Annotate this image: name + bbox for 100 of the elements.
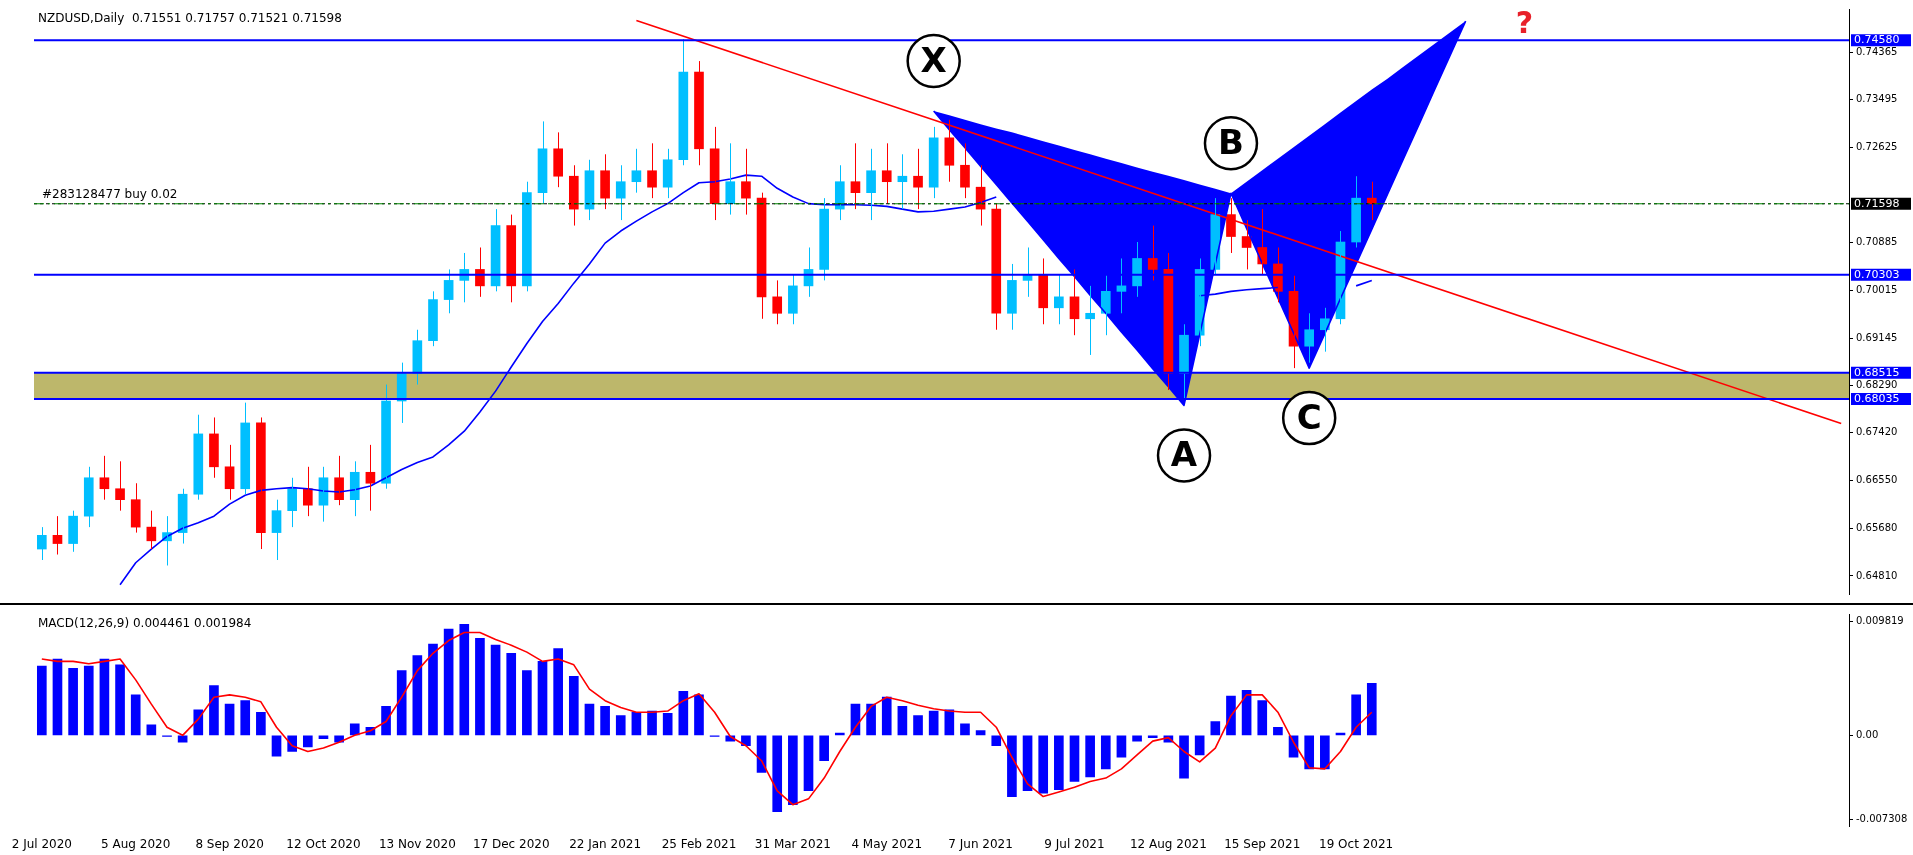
x-tick-label: 12 Aug 2021 (1129, 836, 1207, 851)
bar (1132, 735, 1142, 742)
bar (568, 676, 579, 736)
y-tick-label: 0.74365 (1856, 45, 1898, 57)
candlestick (788, 274, 798, 325)
bar (1054, 735, 1064, 790)
candlestick (928, 126, 939, 199)
candlestick (193, 414, 204, 501)
bar (349, 723, 360, 736)
bar (506, 652, 517, 736)
x-tick-label: 17 Dec 2020 (472, 836, 550, 851)
candlestick (381, 384, 391, 490)
candlestick (302, 466, 313, 517)
candlestick (725, 142, 736, 216)
candlestick (1351, 175, 1361, 248)
bar (83, 665, 94, 736)
candlestick (130, 482, 141, 534)
candlestick (662, 148, 673, 199)
chart-title: MACD(12,26,9) 0.004461 0.001984 (38, 616, 252, 631)
bar (224, 703, 235, 736)
y-tick-label: 0.72625 (1856, 141, 1898, 153)
bar (1226, 695, 1236, 736)
bar (490, 644, 501, 736)
bar (443, 628, 454, 736)
ref-line-label: 0.70303 (1854, 267, 1900, 281)
bar (741, 735, 751, 747)
ref-line-label: 0.74580 (1854, 33, 1900, 47)
candlestick (1304, 312, 1315, 364)
bar (193, 709, 204, 736)
bar (803, 735, 814, 792)
candlestick (600, 153, 610, 210)
bar (991, 735, 1002, 747)
bar (271, 735, 282, 757)
bar (412, 655, 423, 736)
bar (944, 709, 955, 736)
bar (1320, 735, 1330, 770)
candlestick (772, 279, 783, 325)
x-tick-label: 25 Feb 2021 (661, 836, 737, 851)
y-tick-label: 0.66550 (1856, 474, 1898, 486)
bar (1147, 735, 1158, 738)
candlestick (209, 416, 219, 479)
candlestick (256, 416, 266, 550)
bar (99, 658, 110, 736)
bar (1210, 721, 1221, 736)
y-tick-label: 0.00 (1856, 728, 1879, 740)
bar (36, 665, 47, 736)
candlestick (1007, 263, 1017, 331)
x-tick-label: 15 Sep 2021 (1224, 836, 1301, 851)
bar (819, 735, 829, 762)
bar (68, 667, 78, 736)
bar (1366, 683, 1377, 736)
ref-line-label: 0.68515 (1854, 365, 1900, 379)
bar (913, 715, 923, 736)
y-tick-label: 0.009819 (1856, 615, 1904, 627)
candlestick (615, 164, 626, 221)
bar (1116, 735, 1127, 758)
bar (130, 694, 141, 736)
x-tick-label: 4 May 2021 (851, 836, 923, 851)
y-tick-label: 0.64810 (1856, 569, 1898, 581)
annotation: C (1296, 396, 1322, 437)
bar (1100, 735, 1111, 770)
bar (928, 710, 939, 736)
x-tick-label: 13 Nov 2020 (378, 836, 456, 851)
candlestick (68, 510, 78, 553)
bar (177, 735, 188, 743)
candlestick (1147, 225, 1158, 281)
candlestick (568, 164, 579, 227)
candlestick (741, 148, 751, 216)
x-tick-label: 9 Jul 2021 (1044, 836, 1105, 851)
y-tick-label: 0.70885 (1856, 236, 1898, 248)
bar (1273, 726, 1283, 736)
bar (240, 700, 251, 736)
bar (975, 730, 986, 736)
bar (522, 670, 532, 736)
candlestick (1085, 285, 1095, 356)
y-tick-label: 0.69145 (1856, 331, 1898, 343)
ref-line-label: 0.71598 (1854, 196, 1900, 210)
bar (1351, 694, 1361, 736)
candlestick (866, 148, 876, 221)
candlestick (522, 181, 532, 292)
ref-line-label: 0.68035 (1854, 391, 1900, 405)
bar (897, 706, 908, 736)
bar (1085, 735, 1095, 778)
bar (381, 706, 391, 736)
annotation: X (920, 39, 947, 80)
bar (1257, 700, 1268, 736)
candlestick (428, 290, 438, 347)
candlestick (506, 214, 517, 303)
bar (1007, 735, 1017, 797)
candlestick (991, 203, 1002, 331)
bar (866, 703, 876, 736)
x-tick-label: 8 Sep 2020 (195, 836, 264, 851)
x-tick-label: 7 Jun 2021 (948, 836, 1013, 851)
bar (694, 694, 704, 736)
bar (459, 624, 470, 736)
bar (788, 735, 798, 805)
bar (256, 711, 266, 736)
x-tick-label: 22 Jan 2021 (569, 836, 642, 851)
candlestick (287, 477, 297, 528)
candlestick (115, 460, 125, 512)
